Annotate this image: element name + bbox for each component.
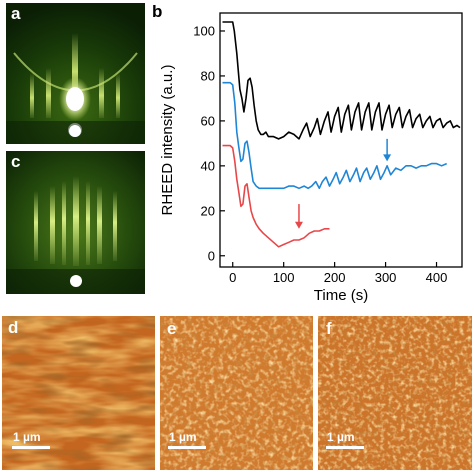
panel-letter-a: a [11, 4, 21, 23]
panel-letter-e: e [167, 319, 177, 338]
rheed-intensity-chart: b 0 100 200 300 400 0 20 40 60 80 100 Time (s) RHE… [150, 0, 474, 305]
panel-letter-c: c [11, 152, 21, 171]
scale-bar-f [326, 446, 364, 449]
afm-image-e: e 1 µm [160, 316, 313, 470]
rheed-image-a [6, 3, 145, 144]
rheed-pattern-a: a [6, 3, 145, 144]
scale-label-f: 1 µm [327, 430, 355, 444]
y-tick-label: 0 [208, 248, 215, 263]
panel-letter-f: f [326, 319, 332, 338]
y-tick-label: 80 [201, 68, 215, 83]
scale-bar-d [12, 446, 50, 449]
scale-label-e: 1 µm [169, 430, 197, 444]
series-line-1 [222, 81, 448, 190]
chart-frame [219, 12, 463, 268]
rheed-image-c [6, 151, 145, 294]
rheed-pattern-c: c [6, 151, 145, 294]
chart-svg: 0 100 200 300 400 0 20 40 60 80 100 Time (s) RHEED… [159, 12, 463, 304]
x-tick-label: 200 [324, 270, 346, 285]
afm-image-f: f 1 µm [318, 316, 472, 470]
panel-letter-d: d [8, 318, 19, 337]
annotation-arrowhead-1 [383, 154, 392, 162]
afm-texture-f [318, 316, 472, 470]
y-tick-label: 60 [201, 113, 215, 128]
y-tick-label: 100 [193, 23, 215, 38]
panel-letter-b: b [152, 2, 163, 21]
x-tick-label: 100 [273, 270, 295, 285]
y-axis-label: RHEED intensity (a.u.) [159, 65, 176, 216]
y-tick-label: 20 [201, 203, 215, 218]
afm-image-d: d 1 µm [2, 316, 155, 470]
x-tick-label: 300 [375, 270, 397, 285]
series-line-0 [222, 21, 461, 140]
afm-texture-d [2, 316, 155, 470]
scale-label-d: 1 µm [13, 430, 41, 444]
y-tick-label: 40 [201, 158, 215, 173]
x-tick-label: 400 [426, 270, 448, 285]
x-tick-label: 0 [229, 270, 236, 285]
afm-texture-e [160, 316, 313, 470]
series-line-2 [222, 144, 330, 248]
annotation-arrowhead-0 [294, 221, 303, 229]
scale-bar-e [168, 446, 206, 449]
x-axis-label: Time (s) [314, 287, 368, 304]
